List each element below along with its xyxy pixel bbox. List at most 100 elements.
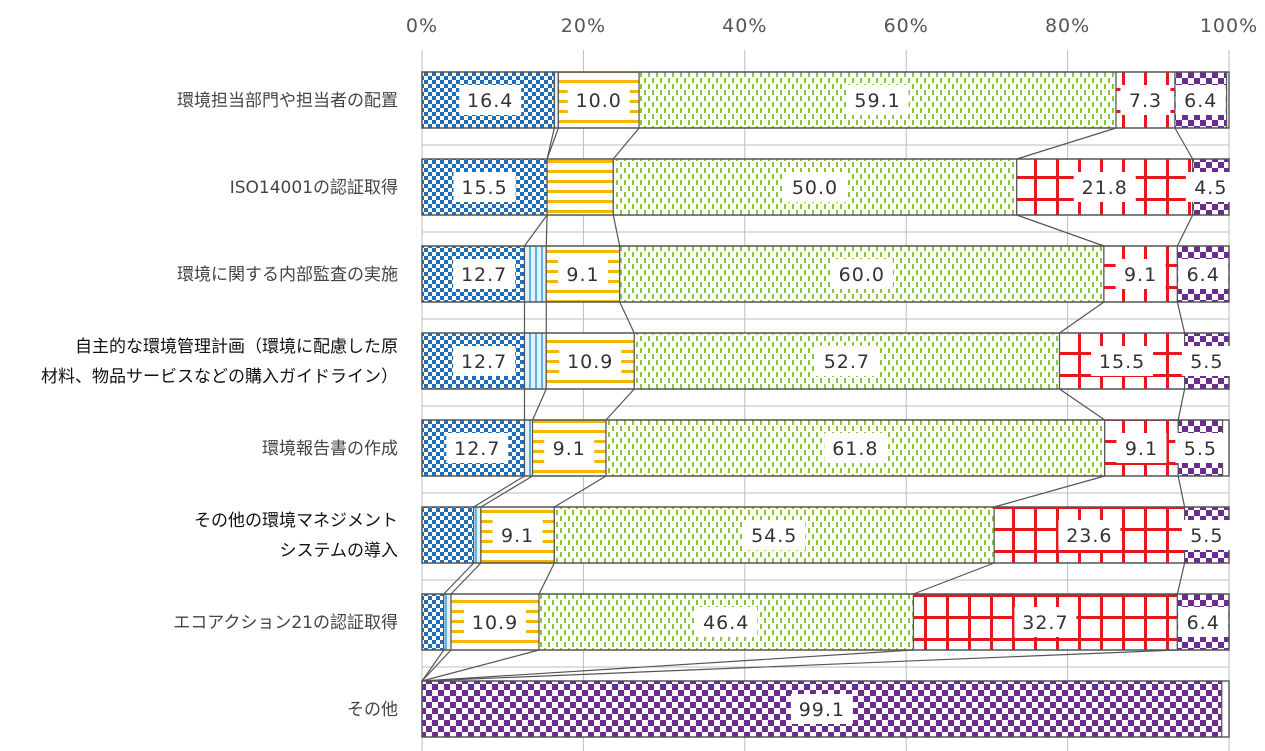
data-label-bg [559, 346, 622, 376]
connector-line [612, 127, 640, 160]
connector-line [994, 475, 1105, 508]
connector-line [545, 214, 548, 247]
connector-line [546, 127, 555, 160]
data-label: 21.8 [1082, 177, 1128, 199]
data-label-bg [544, 433, 595, 463]
data-label-bg [824, 433, 887, 463]
category-label: 自主的な環境管理計画（環境に配慮した原 [75, 337, 398, 357]
data-label: 9.1 [1125, 438, 1158, 460]
data-label: 7.3 [1129, 90, 1162, 112]
data-label: 4.5 [1194, 177, 1227, 199]
data-label-bg [784, 172, 847, 202]
connector-line [480, 475, 533, 508]
connector-line [421, 649, 1178, 682]
bar-segment [473, 506, 482, 564]
data-label-bg [1178, 607, 1229, 637]
bar-segment [421, 593, 445, 651]
bar-frame [421, 245, 1230, 303]
data-label: 99.1 [799, 699, 845, 721]
connector-line [1177, 388, 1186, 421]
connector-line [532, 388, 547, 421]
data-label: 6.4 [1184, 90, 1217, 112]
data-label-bg [1181, 520, 1232, 550]
data-label-bg [1091, 346, 1154, 376]
data-label: 52.7 [824, 351, 870, 373]
data-label-bg [695, 607, 758, 637]
connector-line [605, 388, 635, 421]
bars [421, 71, 1230, 738]
bar-segment [421, 506, 475, 564]
x-tick-label: 100% [1200, 15, 1258, 37]
connector-line [1016, 214, 1105, 247]
data-label: 5.5 [1190, 525, 1223, 547]
x-tick-label: 60% [884, 15, 929, 37]
category-label: システムの導入 [280, 541, 399, 561]
data-label: 15.5 [1099, 351, 1145, 373]
data-label: 15.5 [461, 177, 507, 199]
data-label-bg [1185, 172, 1236, 202]
connector-line [538, 562, 555, 595]
data-label-bg [567, 85, 630, 115]
data-label-bg [1058, 520, 1121, 550]
data-label: 9.1 [553, 438, 586, 460]
connector-line [1176, 301, 1186, 334]
category-label: 材料、物品サービスなどの購入ガイドライン） [41, 367, 398, 387]
data-label-bg [453, 346, 516, 376]
data-label-bg [1014, 607, 1077, 637]
connector-line [1016, 127, 1117, 160]
data-label: 60.0 [839, 264, 885, 286]
bar-segment [523, 245, 547, 303]
connector-line [546, 127, 559, 160]
data-labels: 16.4 10.0 59.1 7.3 6.4 15.5 50.0 21.8 4.5 12.7 9.1… [446, 85, 1236, 724]
data-label-bg [830, 259, 893, 289]
data-label-bg [557, 259, 608, 289]
data-label: 10.9 [472, 612, 518, 634]
connector-line [443, 562, 475, 595]
data-label: 32.7 [1022, 612, 1068, 634]
connector-line [1177, 475, 1186, 508]
data-label-bg [1181, 346, 1232, 376]
data-label-bg [815, 346, 878, 376]
data-label: 10.0 [576, 90, 622, 112]
bar-segment [443, 593, 452, 651]
data-label-bg [1120, 85, 1171, 115]
data-label-bg [1178, 259, 1229, 289]
connector-line [450, 562, 482, 595]
category-label: エコアクション21の認証取得 [173, 613, 398, 633]
data-label-bg [453, 172, 516, 202]
bar-frame [421, 71, 1230, 129]
connector-line [421, 649, 445, 682]
data-label: 12.7 [461, 264, 507, 286]
bar-segment [523, 332, 547, 390]
bar-segment [546, 158, 614, 216]
data-label-bg [459, 85, 522, 115]
data-label: 12.7 [461, 351, 507, 373]
series-connector-lines [421, 127, 1194, 682]
data-label: 54.5 [751, 525, 797, 547]
data-label-bg [492, 520, 543, 550]
bar-segment [553, 71, 559, 129]
category-label: その他の環境マネジメント [194, 511, 398, 531]
data-label: 12.7 [454, 438, 500, 460]
category-label: 環境に関する内部監査の実施 [177, 265, 398, 285]
connector-line [421, 649, 540, 682]
connector-line [1176, 214, 1194, 247]
data-label: 9.1 [501, 525, 534, 547]
category-label: ISO14001の認証取得 [230, 178, 398, 198]
data-label-bg [1115, 259, 1166, 289]
data-label-bg [1175, 433, 1226, 463]
data-label-bg [1073, 172, 1136, 202]
bar-frame [421, 419, 1230, 477]
x-tick-label: 80% [1045, 15, 1090, 37]
data-label: 6.4 [1187, 264, 1220, 286]
connector-line [554, 475, 607, 508]
data-label-bg [743, 520, 806, 550]
data-label: 46.4 [703, 612, 749, 634]
data-label: 61.8 [832, 438, 878, 460]
x-tick-label: 20% [561, 15, 606, 37]
bar-frame [421, 593, 1230, 651]
data-label-bg [790, 694, 853, 724]
x-tick-label: 40% [722, 15, 767, 37]
data-label: 9.1 [1124, 264, 1157, 286]
category-labels: 環境担当部門や担当者の配置 ISO14001の認証取得環境に関する内部監査の実施自… [41, 91, 398, 720]
